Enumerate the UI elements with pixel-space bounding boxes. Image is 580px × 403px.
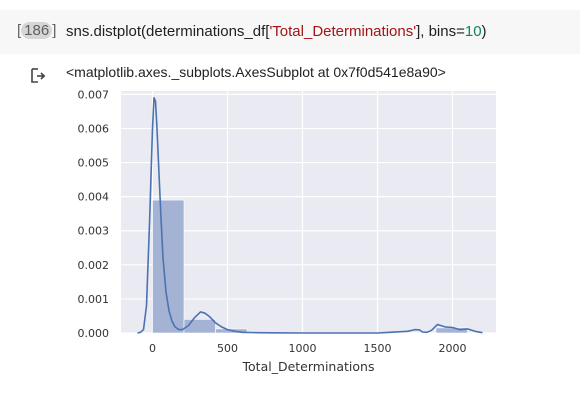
output-text: <matplotlib.axes._subplots.AxesSubplot a… xyxy=(66,64,446,80)
code-bins-value: 10 xyxy=(464,23,482,40)
histogram-bar xyxy=(183,319,216,334)
y-tick-label: 0.006 xyxy=(78,122,110,135)
x-tick-label: 2000 xyxy=(439,342,467,355)
x-tick-label: 0 xyxy=(149,342,156,355)
output-arrow-icon[interactable] xyxy=(30,68,46,84)
y-tick-label: 0.003 xyxy=(78,225,110,238)
x-tick-label: 500 xyxy=(217,342,238,355)
histogram-bar xyxy=(152,199,185,334)
code-middle: ], bins= xyxy=(416,23,465,40)
y-tick-label: 0.002 xyxy=(78,259,110,272)
x-tick-label: 1500 xyxy=(364,342,392,355)
code-line[interactable]: sns.distplot(determinations_df['Total_De… xyxy=(66,23,487,40)
y-tick-label: 0.001 xyxy=(78,293,110,306)
code-suffix: ) xyxy=(481,23,487,40)
kde-line xyxy=(137,97,483,334)
y-tick-label: 0.000 xyxy=(78,327,110,340)
y-tick-label: 0.005 xyxy=(78,157,110,170)
execution-count: [186] xyxy=(17,22,57,39)
y-tick-label: 0.004 xyxy=(78,191,110,204)
code-prefix: sns.distplot(determinations_df[ xyxy=(66,23,270,40)
code-string-arg: 'Total_Determinations' xyxy=(269,23,417,40)
distplot-chart: 0 500 1000 1500 2000 0.000 0.001 0.002 0.003 0.00… xyxy=(78,88,496,374)
x-tick-label: 1000 xyxy=(289,342,317,355)
x-axis-label: Total_Determinations xyxy=(242,359,375,374)
code-cell[interactable]: [186] sns.distplot(determinations_df['To… xyxy=(0,10,580,54)
y-tick-label: 0.007 xyxy=(78,88,110,101)
